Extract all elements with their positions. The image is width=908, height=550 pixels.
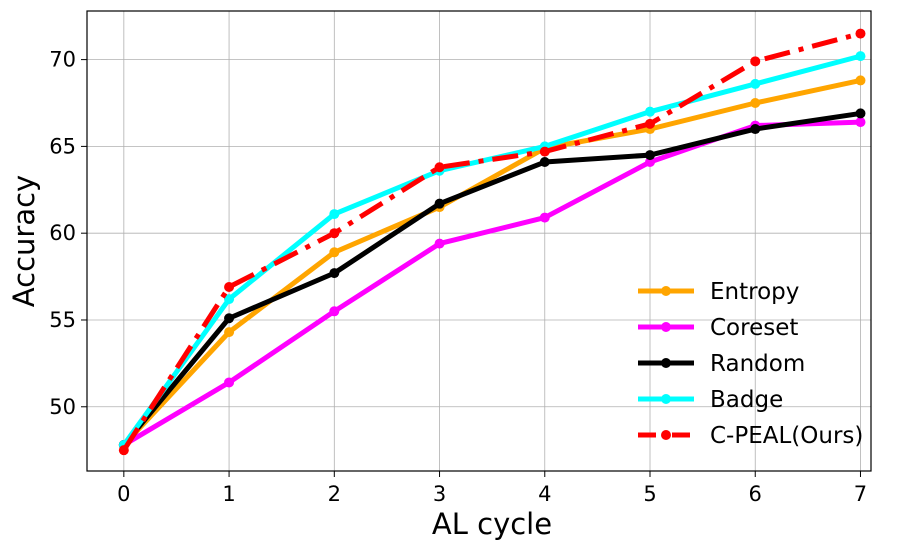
plot-frame — [86, 10, 872, 472]
legend-entry-random: Random — [638, 351, 805, 377]
x-axis: 0 1 2 3 4 5 6 7 — [117, 471, 867, 506]
series-random — [118, 108, 866, 450]
legend-label: Entropy — [710, 279, 799, 305]
data-point-c-peal-ours — [434, 162, 445, 173]
legend-marker — [661, 430, 671, 440]
legend-label: Coreset — [710, 315, 798, 341]
x-tick-label: 6 — [749, 482, 762, 506]
data-point-coreset — [855, 117, 866, 128]
y-tick-label: 50 — [49, 395, 76, 419]
data-point-coreset — [434, 238, 445, 249]
series-line-badge — [121, 53, 862, 447]
legend-entry-coreset: Coreset — [638, 315, 798, 341]
data-point-c-peal-ours — [539, 146, 550, 157]
legend: Entropy Coreset Random Badge C-PEAL(Ours) — [638, 279, 863, 449]
data-point-entropy — [750, 98, 761, 108]
data-point-c-peal-ours — [329, 228, 340, 239]
data-point-entropy — [329, 247, 340, 258]
y-axis: 50 55 60 65 70 — [49, 48, 87, 419]
data-point-c-peal-ours — [750, 56, 761, 67]
data-point-entropy — [855, 75, 866, 86]
data-point-badge — [645, 106, 656, 117]
data-point-coreset — [645, 157, 656, 168]
data-point-random — [855, 108, 866, 119]
data-point-random — [224, 313, 235, 324]
data-point-random — [434, 198, 445, 209]
x-tick-label: 0 — [117, 482, 130, 506]
data-point-random — [329, 268, 340, 279]
data-point-c-peal-ours — [118, 445, 129, 456]
y-axis-label: Accuracy — [7, 175, 41, 307]
data-point-badge — [855, 51, 866, 62]
data-point-random — [750, 124, 761, 135]
data-point-coreset — [329, 306, 340, 317]
series-c-peal-ours — [118, 28, 866, 456]
series-line-random — [121, 110, 861, 447]
data-point-random — [645, 150, 656, 161]
legend-marker — [661, 358, 671, 368]
x-tick-label: 2 — [328, 482, 341, 506]
x-tick-label: 7 — [854, 482, 867, 506]
y-tick-label: 55 — [49, 308, 76, 332]
x-tick-label: 4 — [538, 482, 551, 506]
x-tick-label: 3 — [433, 482, 446, 506]
legend-label: C-PEAL(Ours) — [710, 423, 863, 449]
grid — [87, 11, 871, 471]
legend-marker — [661, 322, 671, 332]
legend-marker — [661, 394, 671, 404]
legend-entry-entropy: Entropy — [638, 279, 799, 305]
data-point-badge — [224, 294, 235, 305]
series-line-c-peal-ours — [121, 31, 862, 452]
data-point-badge — [329, 209, 340, 220]
y-tick-label: 70 — [49, 48, 76, 72]
data-point-coreset — [224, 377, 235, 388]
data-point-c-peal-ours — [855, 28, 866, 39]
legend-label: Random — [710, 351, 805, 377]
data-point-coreset — [539, 212, 550, 223]
y-tick-label: 65 — [49, 134, 76, 158]
legend-label: Badge — [710, 387, 783, 413]
legend-marker — [661, 286, 671, 296]
data-point-random — [539, 157, 550, 168]
data-point-c-peal-ours — [224, 282, 235, 292]
series-line-entropy — [122, 77, 862, 447]
data-point-badge — [750, 78, 761, 89]
x-axis-label: AL cycle — [432, 507, 552, 541]
legend-entry-badge: Badge — [638, 387, 783, 413]
series-group — [118, 28, 866, 456]
legend-entry-c-peal-ours: C-PEAL(Ours) — [638, 423, 863, 449]
data-point-entropy — [224, 327, 235, 338]
data-point-c-peal-ours — [645, 118, 656, 129]
y-tick-label: 60 — [49, 221, 76, 245]
x-tick-label: 5 — [643, 482, 656, 506]
x-tick-label: 1 — [222, 482, 235, 506]
